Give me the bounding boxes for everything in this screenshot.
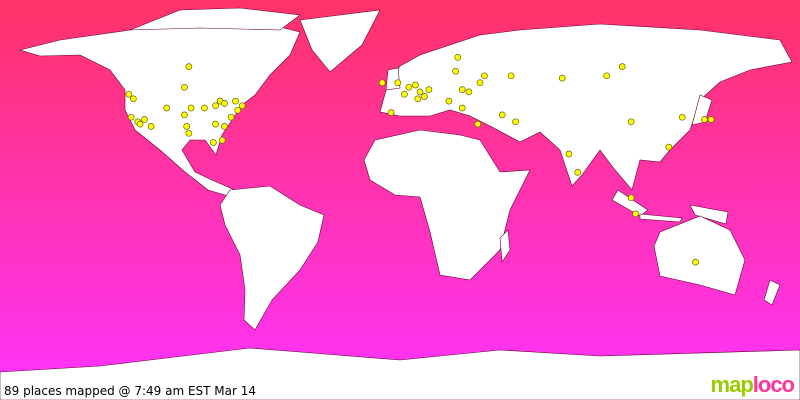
place-marker[interactable] (181, 111, 188, 119)
place-marker[interactable] (387, 109, 395, 116)
eurasia (379, 23, 793, 191)
place-marker[interactable] (238, 102, 246, 110)
place-marker[interactable] (209, 139, 217, 146)
australia (653, 215, 746, 296)
place-marker[interactable] (378, 79, 386, 87)
place-marker[interactable] (414, 95, 422, 103)
place-marker[interactable] (603, 72, 611, 80)
place-marker[interactable] (512, 118, 519, 126)
place-marker[interactable] (465, 88, 473, 96)
java (639, 213, 683, 223)
place-marker[interactable] (201, 104, 208, 112)
new-zealand (763, 279, 781, 306)
arctic-islands (129, 7, 301, 31)
place-marker[interactable] (218, 136, 226, 144)
place-marker[interactable] (127, 113, 135, 121)
place-marker[interactable] (458, 104, 466, 112)
place-marker[interactable] (627, 194, 635, 202)
place-marker[interactable] (125, 90, 133, 98)
africa (363, 129, 531, 281)
place-marker[interactable] (227, 113, 235, 121)
place-marker[interactable] (481, 72, 488, 80)
place-marker[interactable] (412, 81, 419, 89)
place-marker[interactable] (221, 123, 228, 130)
place-marker[interactable] (632, 210, 639, 218)
place-marker[interactable] (574, 169, 582, 176)
place-marker[interactable] (454, 54, 462, 61)
place-marker[interactable] (181, 83, 188, 91)
place-marker[interactable] (141, 116, 148, 123)
place-marker[interactable] (507, 72, 515, 80)
place-marker[interactable] (565, 150, 573, 158)
place-marker[interactable] (558, 74, 566, 82)
place-marker[interactable] (445, 97, 453, 105)
place-marker[interactable] (458, 86, 466, 93)
madagascar (499, 229, 511, 263)
place-marker[interactable] (618, 63, 626, 70)
place-marker[interactable] (452, 67, 459, 75)
place-marker[interactable] (212, 102, 219, 110)
place-marker[interactable] (212, 120, 219, 128)
place-marker[interactable] (405, 83, 413, 91)
place-marker[interactable] (401, 90, 408, 98)
antarctica (0, 347, 800, 400)
place-marker[interactable] (183, 123, 191, 130)
place-marker[interactable] (692, 258, 699, 266)
place-marker[interactable] (707, 116, 715, 123)
place-marker[interactable] (394, 79, 402, 87)
place-marker[interactable] (221, 100, 228, 107)
place-marker[interactable] (147, 123, 155, 130)
place-marker[interactable] (425, 86, 433, 93)
great-britain (385, 67, 401, 91)
place-marker[interactable] (136, 120, 144, 128)
places-mapped-caption: 89 places mapped @ 7:49 am EST Mar 14 (4, 384, 257, 398)
place-marker[interactable] (476, 79, 484, 87)
place-marker[interactable] (474, 120, 482, 128)
place-marker[interactable] (234, 106, 242, 114)
new-guinea (689, 204, 729, 225)
place-marker[interactable] (701, 116, 708, 123)
place-marker[interactable] (498, 111, 506, 119)
place-marker[interactable] (416, 88, 424, 96)
south-america (219, 185, 325, 331)
north-america (18, 19, 301, 197)
place-marker[interactable] (187, 104, 195, 112)
place-marker[interactable] (185, 129, 193, 137)
greenland (299, 9, 381, 73)
place-marker[interactable] (421, 93, 428, 100)
place-marker[interactable] (678, 113, 686, 121)
place-marker[interactable] (163, 104, 171, 112)
maploco-logo[interactable]: maploco (710, 372, 795, 397)
place-marker[interactable] (232, 97, 239, 105)
place-marker[interactable] (185, 63, 193, 70)
place-marker[interactable] (665, 143, 673, 151)
place-marker[interactable] (627, 118, 635, 126)
place-marker[interactable] (129, 95, 137, 103)
